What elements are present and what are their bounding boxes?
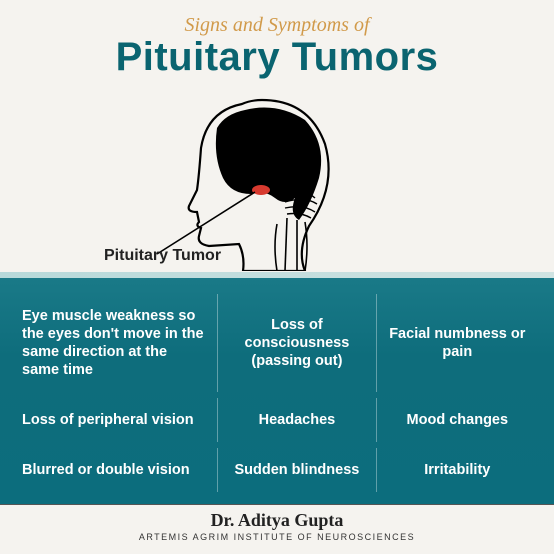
supertitle: Signs and Symptoms of xyxy=(0,14,554,37)
head-diagram: Pituitary Tumor xyxy=(0,86,554,276)
symptom-cell: Eye muscle weakness so the eyes don't mo… xyxy=(18,294,217,392)
tumor-marker xyxy=(252,185,270,195)
head-svg xyxy=(147,86,407,271)
symptom-cell: Facial numbness or pain xyxy=(377,294,536,392)
symptom-cell: Irritability xyxy=(377,448,536,492)
symptom-cell: Loss of peripheral vision xyxy=(18,398,217,442)
header: Signs and Symptoms of Pituitary Tumors xyxy=(0,0,554,86)
page-title: Pituitary Tumors xyxy=(0,35,554,80)
symptom-cell: Blurred or double vision xyxy=(18,448,217,492)
symptom-cell: Headaches xyxy=(217,398,376,442)
doctor-name: Dr. Aditya Gupta xyxy=(0,510,554,531)
symptoms-grid: Eye muscle weakness so the eyes don't mo… xyxy=(0,276,554,504)
symptom-cell: Loss of consciousness (passing out) xyxy=(217,294,376,392)
symptom-cell: Sudden blindness xyxy=(217,448,376,492)
footer: Dr. Aditya Gupta ARTEMIS AGRIM INSTITUTE… xyxy=(0,504,554,546)
diagram-label: Pituitary Tumor xyxy=(104,247,221,265)
institute-name: ARTEMIS AGRIM INSTITUTE OF NEUROSCIENCES xyxy=(0,532,554,542)
symptom-cell: Mood changes xyxy=(377,398,536,442)
